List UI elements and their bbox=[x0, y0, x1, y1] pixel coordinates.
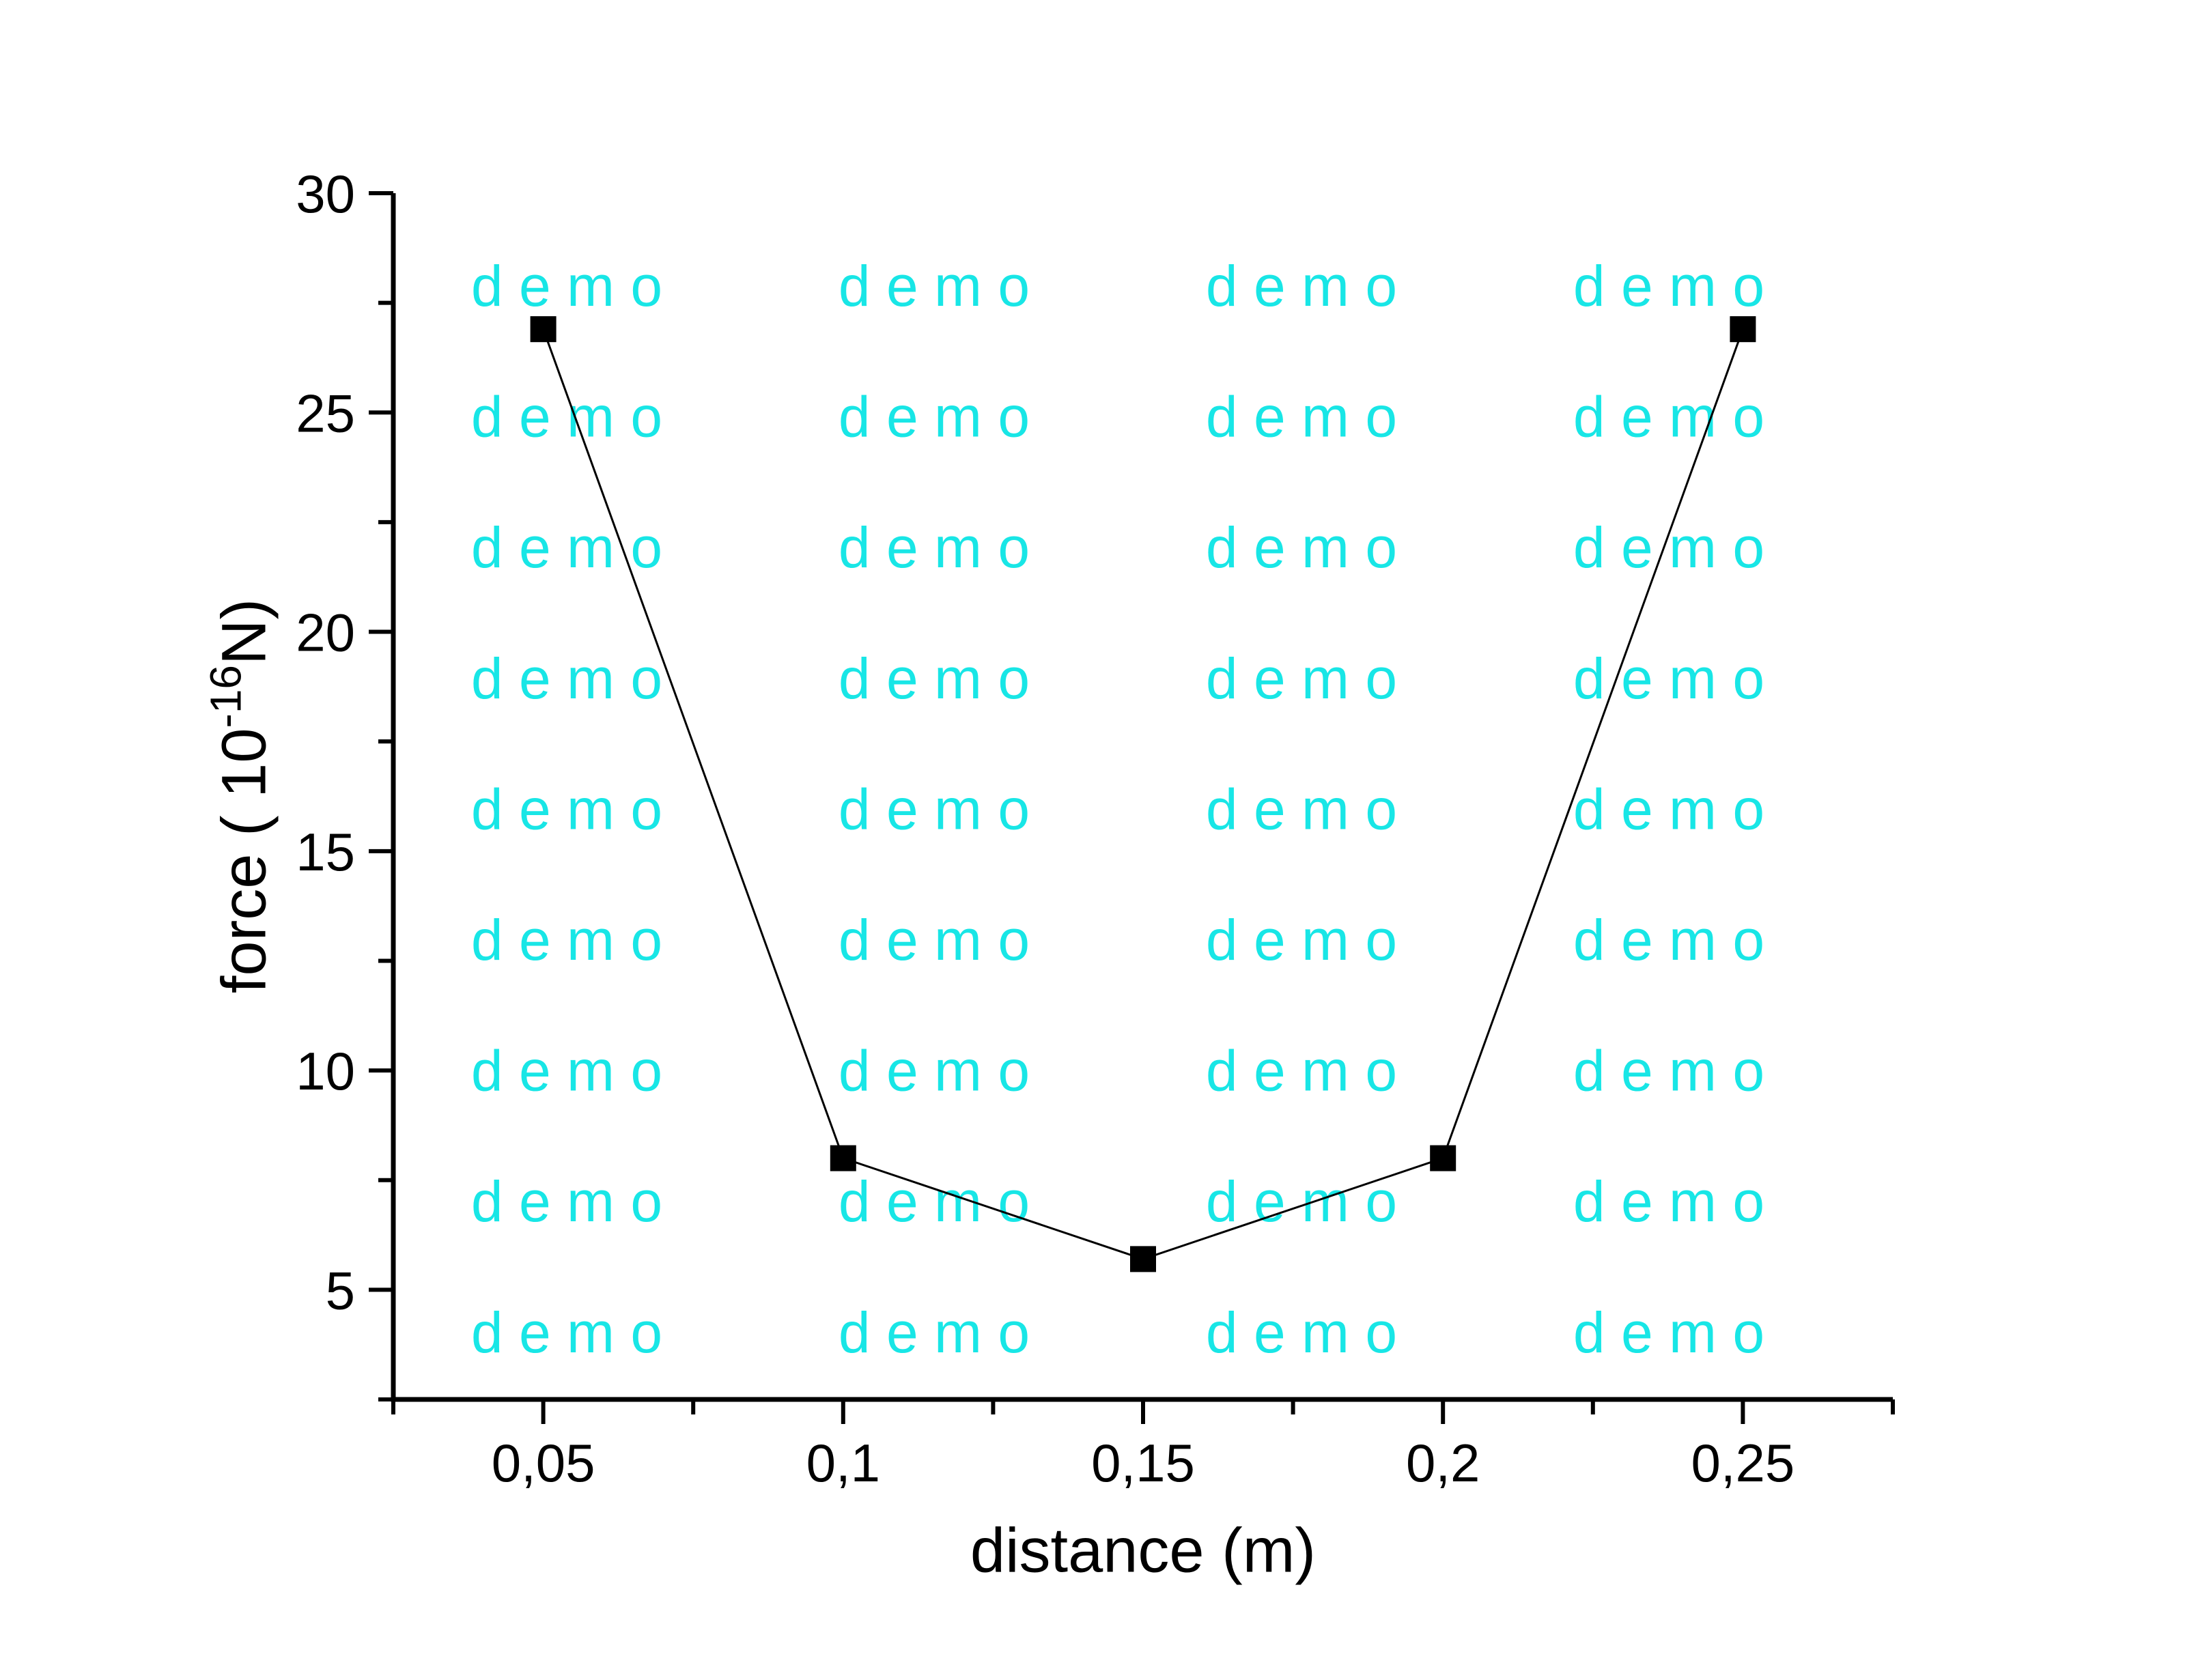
watermark-text: d e m o bbox=[839, 1169, 1030, 1234]
watermark-text: d e m o bbox=[1206, 385, 1397, 449]
watermark-text: d e m o bbox=[1206, 1169, 1397, 1234]
x-tick-label: 0,2 bbox=[1406, 1433, 1480, 1493]
y-axis-title: force ( 10-16N) bbox=[201, 599, 281, 993]
watermark-text: d e m o bbox=[1573, 777, 1764, 841]
watermark-text: d e m o bbox=[839, 646, 1030, 711]
x-tick-label: 0,15 bbox=[1091, 1433, 1195, 1493]
y-axis-title-superscript: -16 bbox=[201, 664, 251, 728]
y-tick-label: 10 bbox=[296, 1041, 355, 1101]
watermark-text: d e m o bbox=[471, 1169, 662, 1234]
watermark-text: d e m o bbox=[1573, 1300, 1764, 1365]
watermark-text: d e m o bbox=[1206, 1300, 1397, 1365]
y-tick-label: 30 bbox=[296, 164, 355, 224]
watermark-text: d e m o bbox=[471, 1300, 662, 1365]
watermark-text: d e m o bbox=[471, 515, 662, 580]
x-tick-label: 0,25 bbox=[1691, 1433, 1794, 1493]
watermark-text: d e m o bbox=[839, 1300, 1030, 1365]
watermark-text: d e m o bbox=[1206, 515, 1397, 580]
watermark-text: d e m o bbox=[1573, 646, 1764, 711]
series-line bbox=[542, 328, 1744, 1260]
watermark-text: d e m o bbox=[1573, 1039, 1764, 1103]
watermark-text: d e m o bbox=[839, 515, 1030, 580]
watermark-text: d e m o bbox=[1573, 385, 1764, 449]
data-point-marker bbox=[1430, 1145, 1456, 1171]
watermark-text: d e m o bbox=[471, 254, 662, 318]
watermark-text: d e m o bbox=[839, 777, 1030, 841]
watermark-text: d e m o bbox=[839, 385, 1030, 449]
x-tick-label: 0,05 bbox=[492, 1433, 595, 1493]
data-point-marker bbox=[530, 316, 557, 343]
watermark-text: d e m o bbox=[471, 646, 662, 711]
watermark-text: d e m o bbox=[1573, 908, 1764, 972]
y-tick-label: 20 bbox=[296, 603, 355, 663]
watermark-text: d e m o bbox=[839, 254, 1030, 318]
watermark-text: d e m o bbox=[1206, 1039, 1397, 1103]
y-tick-label: 25 bbox=[296, 383, 355, 443]
x-axis-title: distance (m) bbox=[970, 1515, 1317, 1586]
data-point-marker bbox=[1130, 1246, 1156, 1272]
data-point-marker bbox=[1730, 316, 1756, 343]
watermark-text: d e m o bbox=[839, 908, 1030, 972]
y-tick-label: 15 bbox=[296, 822, 355, 882]
y-axis-title-text: force ( 10 bbox=[209, 728, 279, 994]
watermark-text: d e m o bbox=[1206, 646, 1397, 711]
watermark-text: d e m o bbox=[471, 777, 662, 841]
watermark-text: d e m o bbox=[471, 908, 662, 972]
watermark-text: d e m o bbox=[1573, 515, 1764, 580]
y-tick-label: 5 bbox=[326, 1260, 355, 1320]
watermark-text: d e m o bbox=[471, 1039, 662, 1103]
watermark-text: d e m o bbox=[1573, 254, 1764, 318]
watermark-text: d e m o bbox=[1206, 254, 1397, 318]
watermark-text: d e m o bbox=[1206, 908, 1397, 972]
x-tick-label: 0,1 bbox=[806, 1433, 880, 1493]
watermark-text: d e m o bbox=[1206, 777, 1397, 841]
watermark-text: d e m o bbox=[839, 1039, 1030, 1103]
watermark-text: d e m o bbox=[1573, 1169, 1764, 1234]
data-point-marker bbox=[830, 1145, 856, 1171]
y-axis-title-unit: N) bbox=[209, 598, 279, 665]
